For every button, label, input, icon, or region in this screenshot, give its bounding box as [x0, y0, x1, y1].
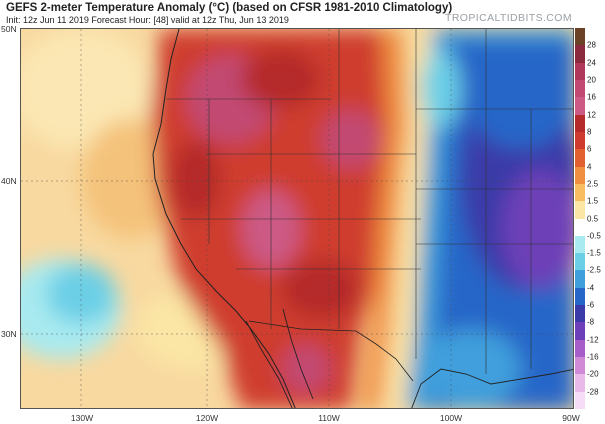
colorbar-tick-label: 6	[587, 144, 592, 154]
colorbar-swatch	[575, 28, 585, 46]
colorbar-tick-label: -6	[587, 300, 595, 310]
colorbar-tick-label: 1.5	[587, 196, 599, 206]
colorbar-tick-label: -28	[587, 387, 599, 397]
colorbar-tick-label: -2.5	[587, 265, 601, 275]
colorbar-swatch	[575, 322, 585, 341]
us-mexico-border	[248, 320, 414, 382]
colorbar-tick-label: 24	[587, 58, 596, 68]
anomaly-map	[20, 28, 574, 409]
colorbar-tick-label: -1.5	[587, 248, 601, 258]
colorbar-tick-label: 16	[587, 92, 596, 102]
colorbar-swatch	[575, 287, 585, 306]
colorbar-swatch	[575, 374, 585, 393]
colorbar-tick-label: -12	[587, 335, 599, 345]
colorbar-swatch	[575, 357, 585, 375]
map-title: GEFS 2-meter Temperature Anomaly (°C) (b…	[6, 2, 453, 14]
map-subtitle: Init: 12z Jun 11 2019 Forecast Hour: [48…	[6, 15, 289, 25]
colorbar-swatch	[575, 149, 585, 168]
source-credit: TROPICALTIDBITS.COM	[445, 12, 572, 24]
header: GEFS 2-meter Temperature Anomaly (°C) (b…	[0, 0, 605, 28]
colorbar-tick-label: 4	[587, 162, 592, 172]
colorbar-tick-label: 8	[587, 127, 592, 137]
lon-label-120w: 120W	[195, 413, 219, 423]
colorbar-swatch	[575, 218, 585, 237]
anomaly-field	[21, 29, 573, 408]
gulf-coastline	[411, 368, 573, 408]
colorbar-tick-label: -0.5	[587, 231, 601, 241]
colorbar-swatch	[575, 339, 585, 358]
colorbar-legend: 28 24 20 16 12 8 6 4 2.5 1.5 0.5 -0.5 -1.5 -2.5 -4 -6 -8…	[575, 28, 605, 410]
graticule	[21, 29, 573, 408]
lon-label-100w: 100W	[439, 413, 463, 423]
lon-label-110w: 110W	[318, 413, 340, 423]
colorbar-tick-label: 20	[587, 75, 596, 85]
colorbar-swatch	[575, 253, 585, 271]
colorbar-tick-label: -8	[587, 317, 595, 327]
colorbar-swatch	[575, 79, 585, 98]
lat-label-30n: 30N	[1, 329, 17, 339]
lon-label-90w: 90W	[562, 413, 580, 423]
map-canvas	[21, 29, 573, 408]
lat-label-40n: 40N	[1, 176, 17, 186]
colorbar-tick-label: 2.5	[587, 179, 599, 189]
colorbar-swatch	[575, 114, 585, 133]
colorbar-tick-label: -16	[587, 352, 599, 362]
colorbar-swatch	[575, 305, 585, 323]
colorbar-tick-label: -20	[587, 369, 599, 379]
colorbar-swatch	[575, 166, 585, 185]
colorbar-swatch	[575, 183, 585, 202]
colorbar-swatch	[575, 131, 585, 150]
colorbar-tick-label: 0.5	[587, 214, 599, 223]
baja-coastline	[245, 308, 314, 408]
colorbar-swatch	[575, 235, 585, 254]
state-borders	[166, 29, 573, 374]
colorbar-tick-label: -4	[587, 283, 595, 293]
colorbar-swatch	[575, 62, 585, 81]
lat-label-50n: 50N	[1, 24, 17, 34]
colorbar-swatch	[575, 201, 585, 219]
colorbar-swatch	[575, 270, 585, 289]
lon-label-130w: 130W	[70, 413, 94, 423]
colorbar-swatch	[575, 391, 585, 410]
colorbar-tick-label: 12	[587, 110, 596, 120]
colorbar-tick-label: 28	[587, 40, 596, 50]
colorbar-swatch	[575, 45, 585, 64]
colorbar-swatch	[575, 97, 585, 116]
pacific-coastline	[152, 29, 296, 408]
